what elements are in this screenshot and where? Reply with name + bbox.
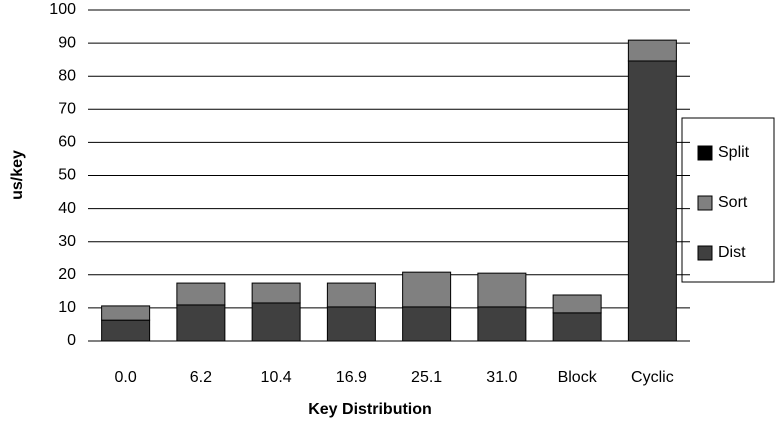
bar-segment [251,302,301,342]
bar-segment [326,306,376,342]
x-tick-label: 6.2 [190,369,212,386]
legend-box [681,117,775,283]
y-axis-title: us/key [9,150,26,200]
y-tick-label: 60 [58,134,76,151]
legend-label: Dist [718,244,746,261]
bar-segment [627,39,677,62]
x-tick-label: 25.1 [411,369,442,386]
legend-swatch [697,145,713,161]
bar-segment [251,282,301,304]
bar-segment [627,60,677,342]
legend-swatch [697,195,713,211]
y-tick-label: 10 [58,299,76,316]
bar-segment [552,312,602,342]
bar-segment [101,319,151,342]
y-tick-label: 100 [49,1,76,18]
y-tick-label: 80 [58,67,76,84]
bar-segment [402,306,452,342]
y-tick-label: 20 [58,266,76,283]
bar-segment [477,306,527,342]
x-tick-label: 31.0 [486,369,517,386]
x-tick-label: 0.0 [115,369,137,386]
y-tick-label: 70 [58,101,76,118]
x-tick-label: Cyclic [631,369,674,386]
x-tick-label: Block [558,369,598,386]
y-tick-label: 0 [67,332,76,349]
bar-segment [176,304,226,342]
y-tick-label: 50 [58,167,76,184]
x-axis-title: Key Distribution [308,401,432,418]
bar-segment [552,294,602,314]
legend-swatch [697,245,713,261]
bar-segment [402,271,452,308]
bar-segment [477,272,527,308]
x-tick-label: 10.4 [261,369,292,386]
bar-segment [101,305,151,321]
legend-label: Split [718,144,750,161]
bar-segment [176,282,226,306]
y-tick-label: 30 [58,233,76,250]
legend-label: Sort [718,194,748,211]
bar-segment [326,282,376,308]
y-tick-label: 90 [58,34,76,51]
x-tick-label: 16.9 [336,369,367,386]
y-tick-label: 40 [58,200,76,217]
